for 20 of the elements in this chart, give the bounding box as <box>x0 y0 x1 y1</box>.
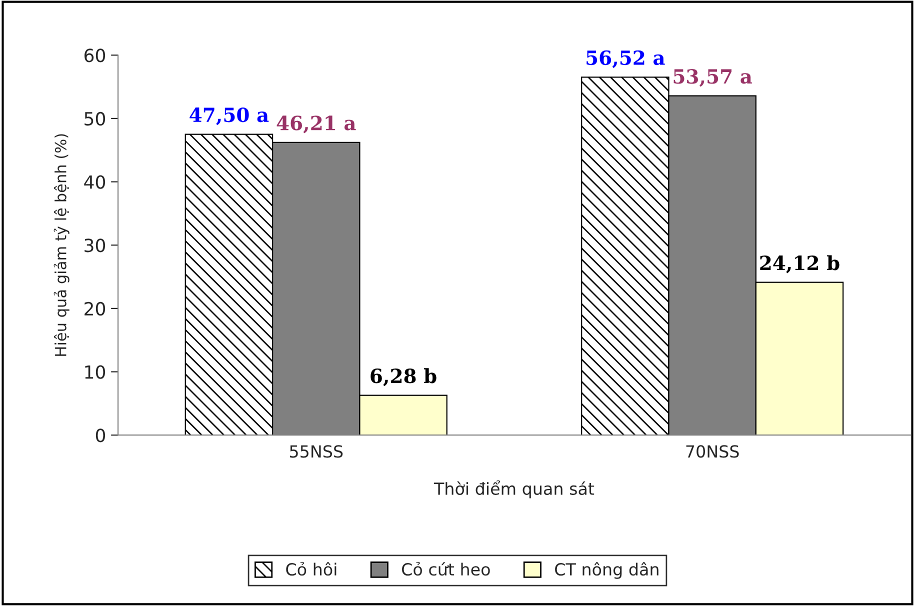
data-label: 46,21 a <box>276 116 356 134</box>
legend-label: Cỏ cứt heo <box>402 562 490 576</box>
legend-label: CT nông dân <box>555 562 658 579</box>
y-tick-label: 30 <box>84 238 106 252</box>
y-tick-label: 0 <box>96 428 106 442</box>
data-label: 56,52 a <box>586 50 665 68</box>
data-label: 6,28 b <box>370 368 436 386</box>
y-tick-label: 20 <box>84 302 106 316</box>
y-tick-label: 50 <box>84 112 106 126</box>
y-axis-title: Hiệu quả giảm tỷ lệ bệnh (%) <box>54 134 70 356</box>
data-label: 47,50 a <box>190 107 269 126</box>
x-tick-label: 55NSS <box>290 445 343 458</box>
data-label: 53,57 a <box>674 69 752 87</box>
y-tick-label: 10 <box>85 365 106 379</box>
data-label: 24,12 b <box>760 255 840 274</box>
x-tick-label: 70NSS <box>686 445 739 458</box>
legend-label: Cỏ hôi <box>286 562 336 576</box>
x-axis-title: Thời điểm quan sát <box>434 480 594 498</box>
y-tick-label: 60 <box>84 48 106 62</box>
y-tick-label: 40 <box>84 175 106 189</box>
